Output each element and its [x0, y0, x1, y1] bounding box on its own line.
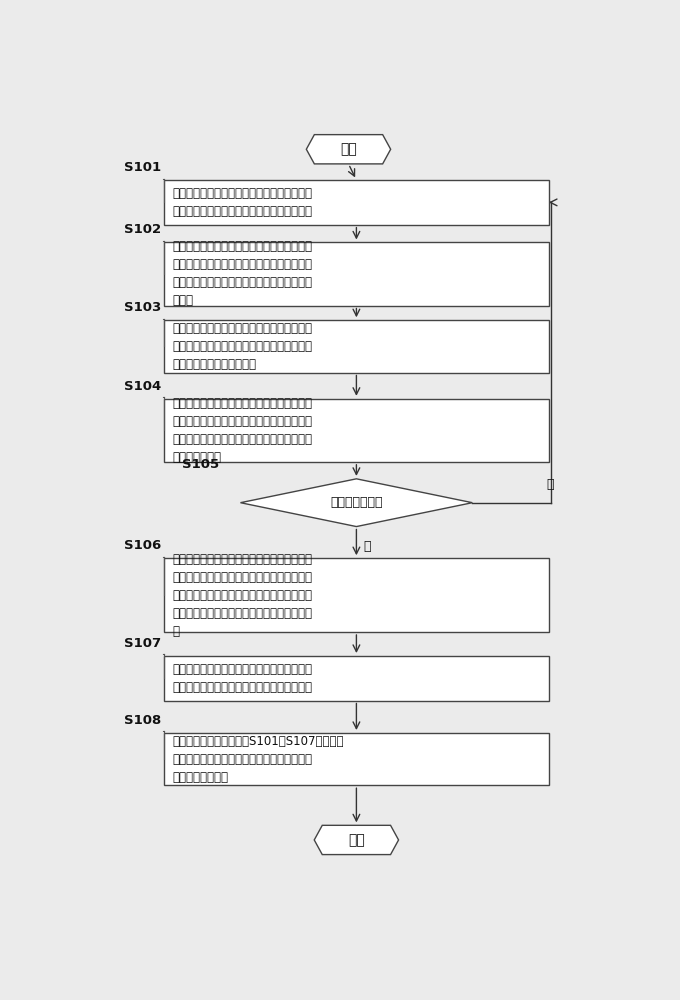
Text: S104: S104: [124, 380, 161, 393]
Text: S102: S102: [124, 223, 161, 236]
Text: S107: S107: [124, 637, 161, 650]
Text: 开始: 开始: [340, 142, 357, 156]
Text: 结束: 结束: [348, 833, 364, 847]
Text: 更换股票数据，重复步骤S101至S107，筛选出
可进行预测的股票数据，并对其进行涨跌幅度
标记，形成股票池: 更换股票数据，重复步骤S101至S107，筛选出 可进行预测的股票数据，并对其进…: [172, 735, 343, 784]
FancyBboxPatch shape: [164, 733, 549, 785]
FancyBboxPatch shape: [164, 242, 549, 306]
Text: S108: S108: [124, 714, 161, 727]
Polygon shape: [314, 825, 398, 855]
FancyBboxPatch shape: [164, 558, 549, 632]
FancyBboxPatch shape: [164, 656, 549, 701]
Text: 将以预测区间起始点为起点的多个交易日的股
票均价的涨跌进行归一化，得到股票的涨跌值: 将以预测区间起始点为起点的多个交易日的股 票均价的涨跌进行归一化，得到股票的涨跌…: [172, 663, 312, 694]
Text: 是: 是: [363, 540, 371, 553]
Text: S106: S106: [124, 539, 161, 552]
Text: 否: 否: [546, 478, 554, 491]
Text: 利用当前交易日之前相邻两个区间的前一区间
与后一区间的区间斜率概率统计关系来预测未
来区间斜率，将未来区间斜率进行转化得到以
预测区间起始点为起点的多个交易日的: 利用当前交易日之前相邻两个区间的前一区间 与后一区间的区间斜率概率统计关系来预测…: [172, 553, 312, 638]
Text: 对学习区间起始点到预测区间起始点之间的历
史数据以区间长度进行划分，得到多个区间，
对每个区间进行特征提取，计算出历史数据区
间斜率: 对学习区间起始点到预测区间起始点之间的历 史数据以区间长度进行划分，得到多个区间…: [172, 240, 312, 308]
FancyBboxPatch shape: [164, 320, 549, 373]
FancyBboxPatch shape: [164, 180, 549, 225]
Polygon shape: [307, 135, 390, 164]
Text: S101: S101: [124, 161, 161, 174]
Text: 选取股票数据，确定学习区间起始点、置信度
判断区间起始点、预测区间起始点及区间长度: 选取股票数据，确定学习区间起始点、置信度 判断区间起始点、预测区间起始点及区间长…: [172, 187, 312, 218]
FancyBboxPatch shape: [164, 399, 549, 462]
Text: S103: S103: [124, 301, 161, 314]
Text: 使用贝叶斯分类器对历史数据区间斜率进行学
习和预测，得到以置信度判断区间起始点为起
点的多个交易日的股票均价: 使用贝叶斯分类器对历史数据区间斜率进行学 习和预测，得到以置信度判断区间起始点为…: [172, 322, 312, 371]
Text: 置信度大于阈值: 置信度大于阈值: [330, 496, 383, 509]
Text: 通过以置信度判断区间起始点为起点的多个交
易日的股票均价来计算以置信度判断区间起始
点为起点、预测区间起始点为终点的置信度判
断区间的置信度: 通过以置信度判断区间起始点为起点的多个交 易日的股票均价来计算以置信度判断区间起…: [172, 397, 312, 464]
Text: S105: S105: [182, 458, 220, 471]
Polygon shape: [241, 479, 473, 527]
